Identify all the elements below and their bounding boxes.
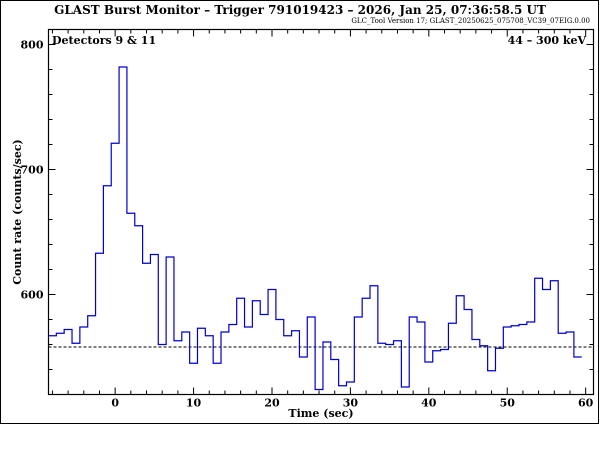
x-tick-label: 10 <box>186 397 202 410</box>
chart-subtitle: GLC_Tool Version 17; GLAST_20250625_0757… <box>351 17 590 25</box>
x-tick-label: 30 <box>343 397 359 410</box>
chart-title: GLAST Burst Monitor – Trigger 791019423 … <box>54 3 546 17</box>
x-tick-label: 0 <box>111 397 119 410</box>
x-tick-label: 40 <box>421 397 437 410</box>
axis-ticks: 0 10 20 30 40 50 60 600 700 800 <box>21 29 594 410</box>
detectors-annotation: Detectors 9 & 11 <box>52 34 156 47</box>
y-tick-label: 700 <box>21 164 44 177</box>
plot-frame <box>47 28 595 396</box>
x-tick-label: 20 <box>264 397 280 410</box>
x-tick-label: 60 <box>578 397 594 410</box>
count-rate-series-line <box>48 66 582 391</box>
x-axis-label: Time (sec) <box>288 407 353 420</box>
y-tick-label: 600 <box>21 289 44 302</box>
y-tick-label: 800 <box>21 39 44 52</box>
outer-frame <box>0 0 599 424</box>
y-axis-label: Count rate (counts/sec) <box>11 139 24 284</box>
x-tick-label: 50 <box>500 397 516 410</box>
energy-range-annotation: 44 – 300 keV <box>508 34 587 47</box>
